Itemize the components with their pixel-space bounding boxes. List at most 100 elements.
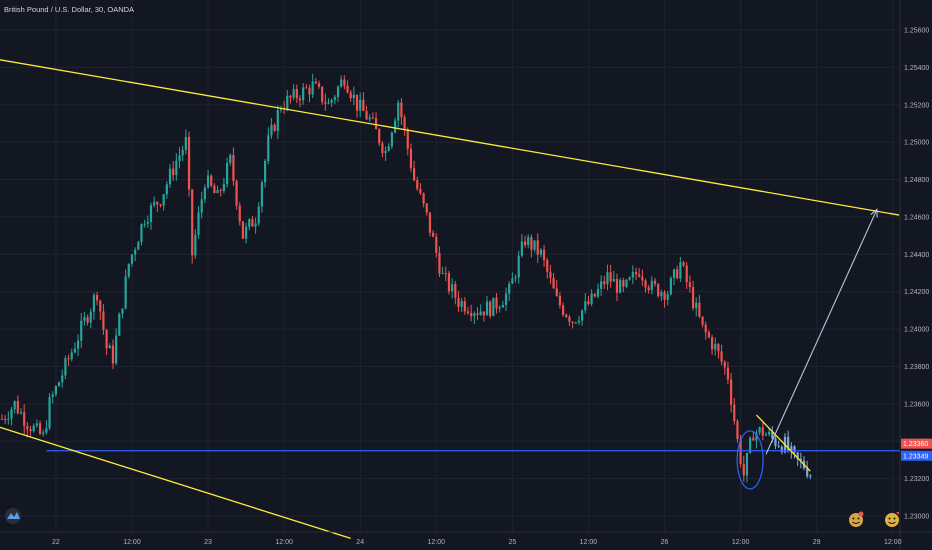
candle-body — [257, 206, 260, 224]
candle-body — [54, 386, 57, 395]
time-tick-label: 12:00 — [275, 539, 293, 546]
candle-body — [619, 280, 622, 293]
candle-body — [470, 312, 473, 317]
candle-body — [330, 99, 333, 103]
price-tick-label: 1.25200 — [904, 102, 929, 109]
time-tick-label: 12:00 — [123, 539, 141, 546]
time-tick-label: 12:00 — [428, 539, 446, 546]
candle-body — [23, 412, 26, 426]
candle-body — [574, 322, 577, 324]
candle-body — [115, 335, 118, 364]
candle-body — [546, 260, 549, 272]
candle-body — [691, 287, 695, 309]
candle-body — [124, 276, 127, 309]
candle-body — [203, 187, 206, 200]
candle-body — [666, 294, 669, 300]
candle-body — [276, 110, 279, 131]
candle-body — [463, 300, 466, 312]
candle-body — [466, 311, 470, 313]
candle-body — [92, 294, 96, 312]
candle-body — [317, 83, 321, 87]
candle-body — [64, 358, 67, 376]
candle-body — [400, 102, 403, 118]
candle-body — [362, 99, 365, 112]
candle-body — [286, 95, 289, 109]
candle-body — [698, 302, 701, 317]
candle-body — [35, 423, 38, 426]
candle-body — [197, 212, 200, 235]
candle-body — [444, 273, 447, 275]
candle-body — [352, 94, 355, 99]
price-label-badge — [901, 450, 932, 461]
price-label-text: 1.23360 — [903, 441, 928, 448]
candle-body — [615, 279, 619, 293]
candle-body — [346, 85, 349, 93]
candle-body — [596, 288, 600, 297]
highlight-ellipse — [736, 430, 764, 490]
candle-body — [577, 320, 581, 323]
candle-body — [406, 129, 409, 149]
candle-body — [111, 345, 115, 364]
candle-body — [38, 423, 42, 434]
candle-body — [638, 274, 641, 277]
candle-body — [653, 280, 657, 285]
candle-body — [156, 201, 159, 205]
candle-body — [631, 272, 634, 278]
candle-body — [308, 87, 311, 95]
candle-body — [222, 184, 225, 191]
candle-body — [175, 160, 178, 176]
candle-body — [172, 168, 175, 176]
candle-body — [422, 193, 425, 204]
candle-body — [441, 273, 444, 275]
candle-body — [200, 199, 203, 213]
candle-body — [571, 321, 574, 323]
price-tick-label: 1.24400 — [904, 252, 929, 259]
tradingview-logo-icon[interactable] — [5, 508, 21, 524]
candle-body — [603, 281, 606, 285]
candle-body — [409, 148, 413, 169]
time-tick-label: 12:00 — [580, 539, 598, 546]
candle-body — [634, 272, 638, 275]
candle-body — [321, 86, 324, 102]
candle-body — [644, 280, 647, 288]
candle-body — [359, 99, 362, 111]
candle-body — [61, 375, 64, 383]
candle-body — [479, 311, 482, 316]
candle-body — [736, 421, 739, 440]
candle-body — [790, 446, 793, 451]
candle-body — [761, 427, 764, 436]
candle-body — [32, 425, 35, 432]
candle-body — [29, 429, 32, 432]
time-axis[interactable]: 22 12:00 23 12:00 24 12:00 25 12:00 26 12:00 29 12:… — [52, 539, 902, 546]
candle-body — [520, 241, 523, 256]
candle-body — [688, 282, 691, 288]
candle-body — [425, 203, 428, 213]
price-axis[interactable]: 1.25600 1.25400 1.25200 1.25000 1.24800 1.246… — [904, 28, 929, 521]
candle-body — [641, 276, 644, 281]
ideas-emoji-icon[interactable] — [849, 511, 864, 528]
candle-body — [777, 445, 780, 447]
candle-body — [140, 224, 143, 243]
candle-body — [238, 205, 241, 222]
time-tick-label: 12:00 — [884, 539, 902, 546]
candle-body — [622, 280, 625, 287]
candle-body — [76, 340, 80, 349]
time-tick-label: 29 — [813, 539, 821, 546]
candle-body — [628, 277, 631, 280]
candle-body — [311, 81, 314, 95]
candle-body — [191, 189, 194, 256]
candle-body — [153, 201, 156, 206]
price-tick-label: 1.23200 — [904, 476, 929, 483]
price-tick-label: 1.24000 — [904, 327, 929, 334]
candle-body — [809, 475, 812, 477]
candle-body — [685, 265, 688, 283]
time-tick-label: 26 — [661, 539, 669, 546]
candle-body — [86, 317, 89, 323]
rocket-emoji-icon[interactable] — [885, 512, 899, 527]
candle-body — [511, 278, 514, 284]
lower-channel-trendline — [0, 426, 351, 540]
candle-body — [333, 96, 336, 100]
candle-body — [704, 324, 707, 333]
